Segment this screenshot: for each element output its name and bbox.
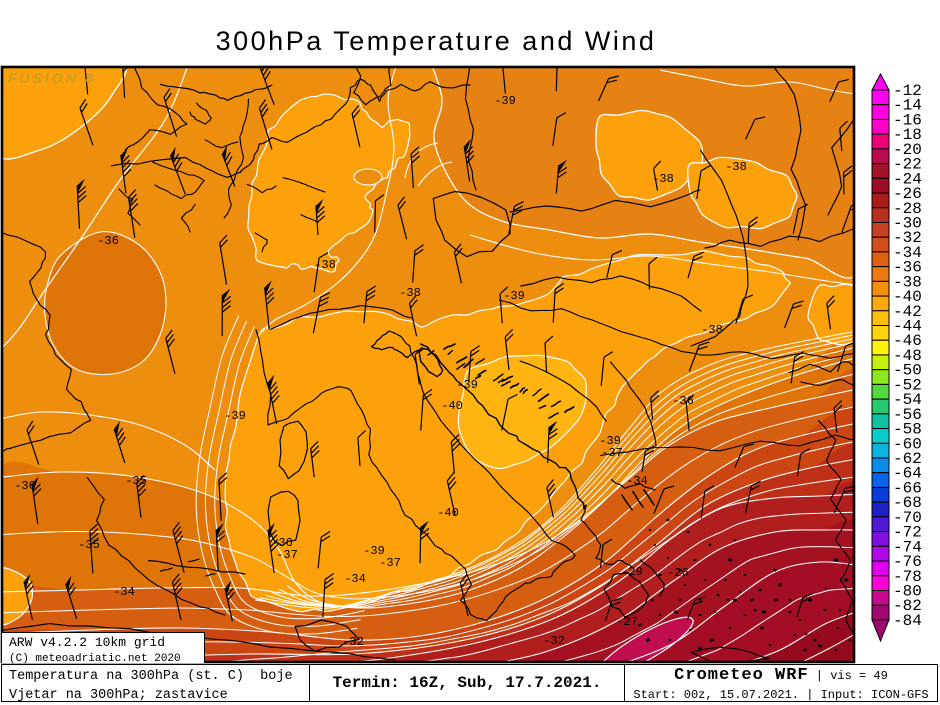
svg-text:-84: -84 [893,612,922,630]
svg-text:-20: -20 [893,141,922,159]
svg-text:-54: -54 [893,391,922,409]
svg-text:-56: -56 [893,406,922,424]
svg-text:-39: -39 [599,434,621,448]
svg-text:-32: -32 [893,229,922,247]
svg-text:-74: -74 [893,538,922,556]
svg-text:-35: -35 [78,538,100,552]
svg-text:-14: -14 [893,97,922,115]
svg-text:-46: -46 [893,332,922,350]
svg-text:-36: -36 [271,536,293,550]
svg-text:-24: -24 [893,170,922,188]
svg-text:-39: -39 [363,544,385,558]
svg-text:-40: -40 [437,506,459,520]
svg-text:-50: -50 [893,362,922,380]
svg-text:-22: -22 [893,156,922,174]
svg-text:-39: -39 [456,378,478,392]
svg-text:-38: -38 [725,160,747,174]
svg-text:-37: -37 [379,556,401,570]
svg-text:-38: -38 [893,273,922,291]
svg-text:-35: -35 [125,474,147,488]
svg-text:-28: -28 [893,200,922,218]
svg-text:-27: -27 [616,615,638,629]
svg-text:-16: -16 [893,111,922,129]
svg-text:-44: -44 [893,318,922,336]
svg-text:-36: -36 [97,234,119,248]
svg-text:-32: -32 [543,634,565,648]
svg-text:-40: -40 [893,288,922,306]
svg-text:-39: -39 [503,289,525,303]
svg-text:-12: -12 [893,82,922,100]
svg-text:-34: -34 [626,474,648,488]
svg-text:-70: -70 [893,509,922,527]
svg-text:-36: -36 [672,394,694,408]
svg-text:-38: -38 [399,286,421,300]
svg-text:-39: -39 [224,409,246,423]
svg-text:-42: -42 [893,303,922,321]
svg-text:-38: -38 [314,258,336,272]
svg-text:-40: -40 [441,399,463,413]
svg-text:-78: -78 [893,568,922,586]
svg-text:-37: -37 [276,548,298,562]
svg-text:-48: -48 [893,347,922,365]
svg-text:-66: -66 [893,479,922,497]
svg-text:-38: -38 [652,172,674,186]
svg-text:-30: -30 [893,215,922,233]
svg-text:-62: -62 [893,450,922,468]
svg-text:-39: -39 [494,94,516,108]
svg-text:-34: -34 [113,585,135,599]
svg-text:-18: -18 [893,126,922,144]
svg-text:-64: -64 [893,465,922,483]
svg-text:-32: -32 [342,635,364,649]
svg-text:-58: -58 [893,421,922,439]
svg-text:-76: -76 [893,553,922,571]
svg-text:-29: -29 [621,565,643,579]
svg-text:-36: -36 [893,259,922,277]
svg-text:-37: -37 [601,446,623,460]
svg-text:-60: -60 [893,435,922,453]
svg-text:-38: -38 [701,323,723,337]
svg-text:-82: -82 [893,597,922,615]
svg-text:-80: -80 [893,583,922,601]
svg-text:-34: -34 [344,572,366,586]
svg-text:-34: -34 [893,244,922,262]
svg-text:-68: -68 [893,494,922,512]
svg-text:-26: -26 [667,566,689,580]
svg-text:-26: -26 [893,185,922,203]
svg-text:-52: -52 [893,376,922,394]
svg-text:-36: -36 [14,479,36,493]
svg-text:-72: -72 [893,524,922,542]
